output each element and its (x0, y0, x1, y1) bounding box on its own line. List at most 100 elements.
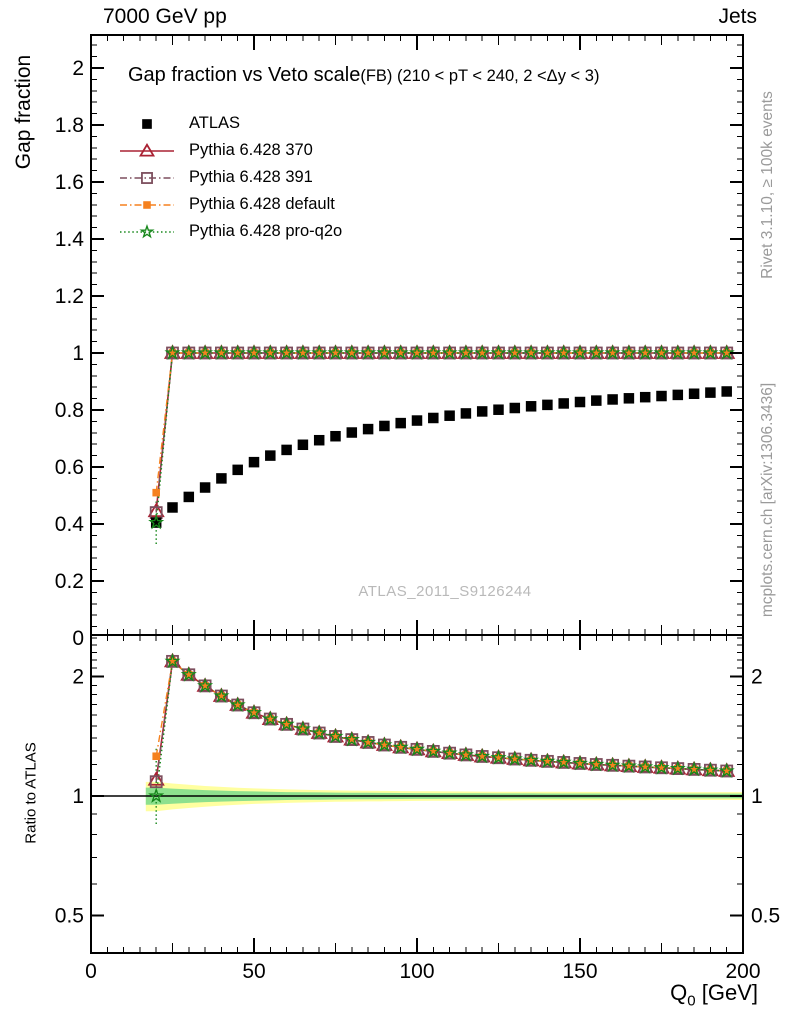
marker-open-star (620, 344, 637, 360)
marker-open-triangle (147, 771, 165, 786)
marker-filled-square (559, 758, 568, 767)
marker-filled-square (478, 349, 486, 357)
marker-filled-square (542, 399, 553, 411)
marker-open-star (229, 344, 246, 360)
marker-open-square (141, 171, 153, 184)
legend-item-3: Pythia 6.428 default (118, 191, 342, 218)
marker-filled-square (478, 752, 486, 761)
marker-filled-square (330, 430, 341, 442)
marker-open-star (311, 724, 328, 740)
marker-open-star (620, 757, 637, 773)
rivet-version-note: Rivet 3.1.10, ≥ 100k events (759, 91, 776, 279)
marker-open-star (278, 715, 295, 732)
tick-labels: 2 1.8 1.6 1.4 1.2 1 0.8 0.6 0.4 0.2 0 2 2 1 1 0.5 0.5 0 50… (55, 57, 780, 983)
marker-filled-square (608, 349, 617, 357)
marker-filled-square (494, 753, 503, 762)
y-main-tick-label: 1.4 (55, 228, 85, 251)
marker-filled-square (493, 404, 504, 415)
marker-open-star (506, 344, 523, 360)
marker-filled-square (657, 763, 666, 772)
marker-filled-square (527, 349, 535, 357)
marker-filled-square (364, 349, 372, 357)
marker-open-star (213, 687, 230, 703)
marker-open-star (180, 666, 197, 682)
marker-filled-square (445, 349, 454, 357)
marker-filled-square (167, 502, 178, 513)
mc-line-main-1 (155, 352, 727, 513)
y-ratio-tick-label-right: 2 (751, 665, 763, 688)
marker-filled-square (625, 349, 633, 357)
marker-filled-square (313, 434, 325, 446)
marker-open-star (278, 344, 295, 360)
marker-open-star (360, 344, 377, 360)
marker-filled-square (199, 482, 211, 493)
plot-title: Gap fraction vs Veto scale(FB) (210 < pT… (128, 64, 599, 87)
marker-open-star (148, 787, 165, 803)
marker-filled-square (429, 349, 438, 357)
x-axis-title-unit: [GeV] (695, 980, 758, 1005)
marker-open-star (490, 344, 507, 360)
marker-filled-square (527, 756, 535, 765)
marker-filled-square (348, 735, 356, 744)
marker-open-star (702, 344, 719, 360)
marker-filled-square (511, 349, 519, 357)
mc-lines-ratio (155, 659, 727, 797)
marker-open-star (164, 344, 181, 360)
markers-ratio (147, 652, 736, 803)
marker-open-star (718, 344, 735, 360)
markers-main (147, 344, 736, 530)
marker-open-triangle (138, 142, 156, 157)
marker-filled-square (395, 417, 406, 429)
marker-open-star (523, 751, 540, 768)
x-tick-label: 100 (399, 960, 434, 983)
marker-filled-square (217, 692, 226, 700)
marker-filled-square (380, 349, 389, 357)
y-main-tick-label: 1.2 (55, 285, 84, 308)
marker-filled-square (444, 410, 455, 421)
marker-filled-square (460, 408, 472, 419)
marker-open-star (425, 742, 442, 759)
marker-filled-square (706, 349, 715, 357)
marker-filled-square (201, 682, 209, 690)
marker-filled-square (625, 762, 633, 770)
marker-open-star (425, 344, 442, 360)
marker-filled-square (152, 488, 160, 497)
marker-open-star (376, 344, 393, 360)
marker-filled-square (299, 349, 307, 357)
x-axis-title-sub: 0 (687, 992, 696, 1010)
marker-open-star (653, 344, 670, 360)
marker-filled-square (411, 415, 423, 426)
marker-filled-square (706, 766, 715, 774)
marker-open-star (262, 710, 279, 726)
y-axis-title-ratio: Ratio to ATLAS (22, 742, 40, 844)
legend-swatch (120, 171, 174, 184)
y-main-tick-label: 1 (72, 342, 84, 365)
marker-open-star (327, 728, 344, 744)
marker-filled-square (592, 760, 601, 769)
legend-item-2: Pythia 6.428 391 (118, 164, 342, 191)
marker-open-star (262, 344, 279, 360)
marker-filled-square (364, 738, 372, 747)
marker-filled-square (559, 349, 568, 357)
legend-label: Pythia 6.428 default (189, 195, 335, 213)
marker-filled-square (299, 725, 307, 733)
marker-filled-square (705, 387, 716, 398)
marker-filled-square (346, 427, 358, 438)
marker-filled-square (576, 349, 584, 357)
y-ratio-tick-label: 2 (72, 665, 84, 688)
ticks (91, 35, 743, 953)
marker-filled-square (250, 349, 258, 357)
marker-open-star (376, 736, 393, 752)
marker-open-star (457, 344, 474, 360)
marker-open-star (539, 752, 556, 769)
marker-open-star (343, 344, 360, 360)
marker-filled-square (265, 450, 276, 461)
marker-filled-square (623, 393, 635, 404)
y-ratio-tick-label-right: 1 (751, 785, 763, 808)
marker-filled-square (476, 406, 488, 417)
mc-line-ratio-2 (155, 660, 727, 772)
y-ratio-tick-label: 1 (72, 785, 84, 808)
marker-filled-square (525, 401, 537, 412)
marker-filled-square (396, 349, 405, 357)
marker-filled-square (656, 390, 667, 402)
